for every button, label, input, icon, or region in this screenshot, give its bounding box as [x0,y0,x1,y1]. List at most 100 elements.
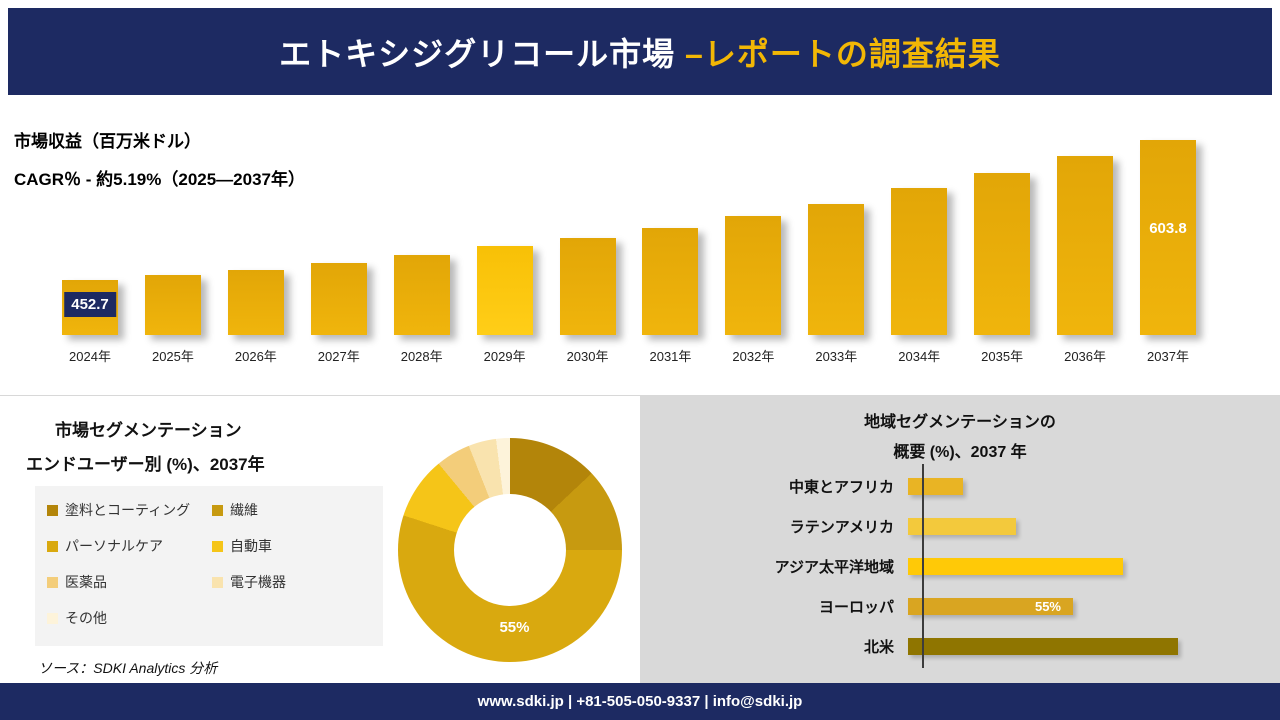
footer-contact-text: www.sdki.jp | +81-505-050-9337 | info@sd… [477,693,803,710]
regional-row: ラテンアメリカ [640,506,1280,546]
x-axis-label: 2036年 [1064,349,1107,364]
legend-swatch [212,504,223,516]
legend-label: 繊維 [230,502,258,518]
segmentation-title: 市場セグメンテーション [55,421,242,440]
x-axis-label: 2029年 [483,349,526,364]
revenue-bar [476,246,533,335]
revenue-bar-column: 603.8 2037年 [1139,140,1196,364]
revenue-chart-section: 市場収益（百万米ドル） CAGR％ - 約5.19%（2025―2037年） 4… [0,95,1280,395]
legend-label: パーソナルケア [65,538,163,554]
regional-value-label: 55% [1034,598,1061,614]
regional-axis-line [922,464,924,668]
regional-label: アジア太平洋地域 [774,558,894,576]
revenue-bar-column: 452.7 2024年 [62,140,118,364]
legend-swatch [47,540,58,552]
revenue-bar [725,216,782,335]
last-value-label: 603.8 [1149,220,1187,237]
legend-swatch [212,540,223,552]
donut-value-label: 55% [499,619,530,636]
revenue-bar [227,270,284,335]
x-axis-label: 2024年 [69,349,111,364]
regional-panel: 地域セグメンテーションの 概要 (%)、2037 年 中東とアフリカラテンアメリ… [640,396,1280,684]
legend-label: 電子機器 [230,574,286,590]
revenue-bar-column: 2034年 [891,140,948,364]
revenue-bar: 603.8 [1139,140,1196,335]
legend-label: 自動車 [230,538,272,554]
regional-label: 中東とアフリカ [788,478,894,496]
legend-item: 塗料とコーティング [47,500,206,520]
x-axis-label: 2035年 [981,349,1024,364]
legend-label: 塗料とコーティング [65,502,191,518]
x-axis-label: 2030年 [566,349,609,364]
regional-row: 北米 [640,626,1280,666]
regional-title-line1: 地域セグメンテーションの [864,414,1056,431]
donut-legend: 塗料とコーティング 繊維パーソナルケア 自動車医薬品 電子機器その他 [35,486,383,646]
revenue-bar [974,173,1031,335]
revenue-bar-column: 2030年 [559,140,616,364]
legend-swatch [47,612,58,624]
revenue-bar [393,255,450,335]
regional-bar [908,637,1178,655]
regional-title-line2: 概要 (%)、2037 年 [893,444,1027,461]
legend-item: 自動車 [212,536,371,556]
x-axis-label: 2025年 [151,349,194,364]
regional-row: ヨーロッパ 55% [640,586,1280,626]
page-title-accent: –レポートの調査結果 [685,35,1001,72]
footer-bar: www.sdki.jp | +81-505-050-9337 | info@sd… [0,683,1280,720]
first-value-label: 452.7 [64,292,116,317]
revenue-bar-column: 2035年 [974,140,1031,364]
revenue-bar [310,263,367,335]
revenue-bar-column: 2025年 [144,140,201,364]
revenue-bar [891,188,948,335]
legend-item: 電子機器 [212,572,371,592]
legend-label: その他 [65,610,107,626]
revenue-bar-column: 2026年 [227,140,284,364]
revenue-bar-column: 2036年 [1057,140,1114,364]
legend-swatch [47,576,58,588]
page-title-main: エトキシジグリコール市場 [279,35,686,72]
legend-item: 繊維 [212,500,371,520]
regional-bar [908,557,1123,575]
revenue-bar [1057,156,1114,335]
revenue-bar-column: 2028年 [393,140,450,364]
x-axis-label: 2032年 [732,349,775,364]
regional-bar [908,517,1016,535]
source-note: ソース：SDKI Analytics 分析 [38,660,218,676]
revenue-bar-column: 2027年 [310,140,367,364]
legend-label: 医薬品 [65,574,107,590]
revenue-bar-column: 2029年 [476,140,533,364]
revenue-bar [642,228,699,335]
regional-label: 北米 [863,638,894,656]
x-axis-label: 2028年 [400,349,443,364]
x-axis-label: 2033年 [815,349,858,364]
x-axis-label: 2027年 [317,349,360,364]
legend-item: その他 [47,608,206,628]
regional-row: 中東とアフリカ [640,466,1280,506]
legend-swatch [47,504,58,516]
revenue-bar-column: 2031年 [642,140,699,364]
revenue-bar-column: 2032年 [725,140,782,364]
x-axis-label: 2031年 [649,349,692,364]
segmentation-subtitle: エンドユーザー別 (%)、2037年 [26,455,265,474]
page-title: エトキシジグリコール市場 –レポートの調査結果 [279,29,1001,75]
regional-bar: 55% [908,597,1073,615]
segmentation-panel: 市場セグメンテーション エンドユーザー別 (%)、2037年 塗料とコーティング… [0,396,640,684]
x-axis-label: 2037年 [1147,349,1189,364]
legend-item: 医薬品 [47,572,206,592]
regional-bar-chart: 中東とアフリカラテンアメリカアジア太平洋地域ヨーロッパ 55% 北米 [640,466,1280,666]
regional-row: アジア太平洋地域 [640,546,1280,586]
revenue-bar-column: 2033年 [808,140,865,364]
end-user-donut-chart: 55% [398,438,622,662]
revenue-bar [559,238,616,335]
x-axis-label: 2026年 [234,349,277,364]
regional-bar [908,477,963,495]
regional-label: ヨーロッパ [818,598,894,616]
revenue-bar [808,204,865,335]
cagr-subtitle: CAGR％ - 約5.19%（2025―2037年） [14,170,306,189]
header-banner: エトキシジグリコール市場 –レポートの調査結果 [8,8,1272,95]
revenue-bar [144,275,201,335]
bottom-section: 市場セグメンテーション エンドユーザー別 (%)、2037年 塗料とコーティング… [0,395,1280,684]
revenue-bar-chart: 452.7 2024年 2025年 2026年 2027年 2028年 2029年 2030年… [62,140,1196,364]
legend-swatch [212,576,223,588]
